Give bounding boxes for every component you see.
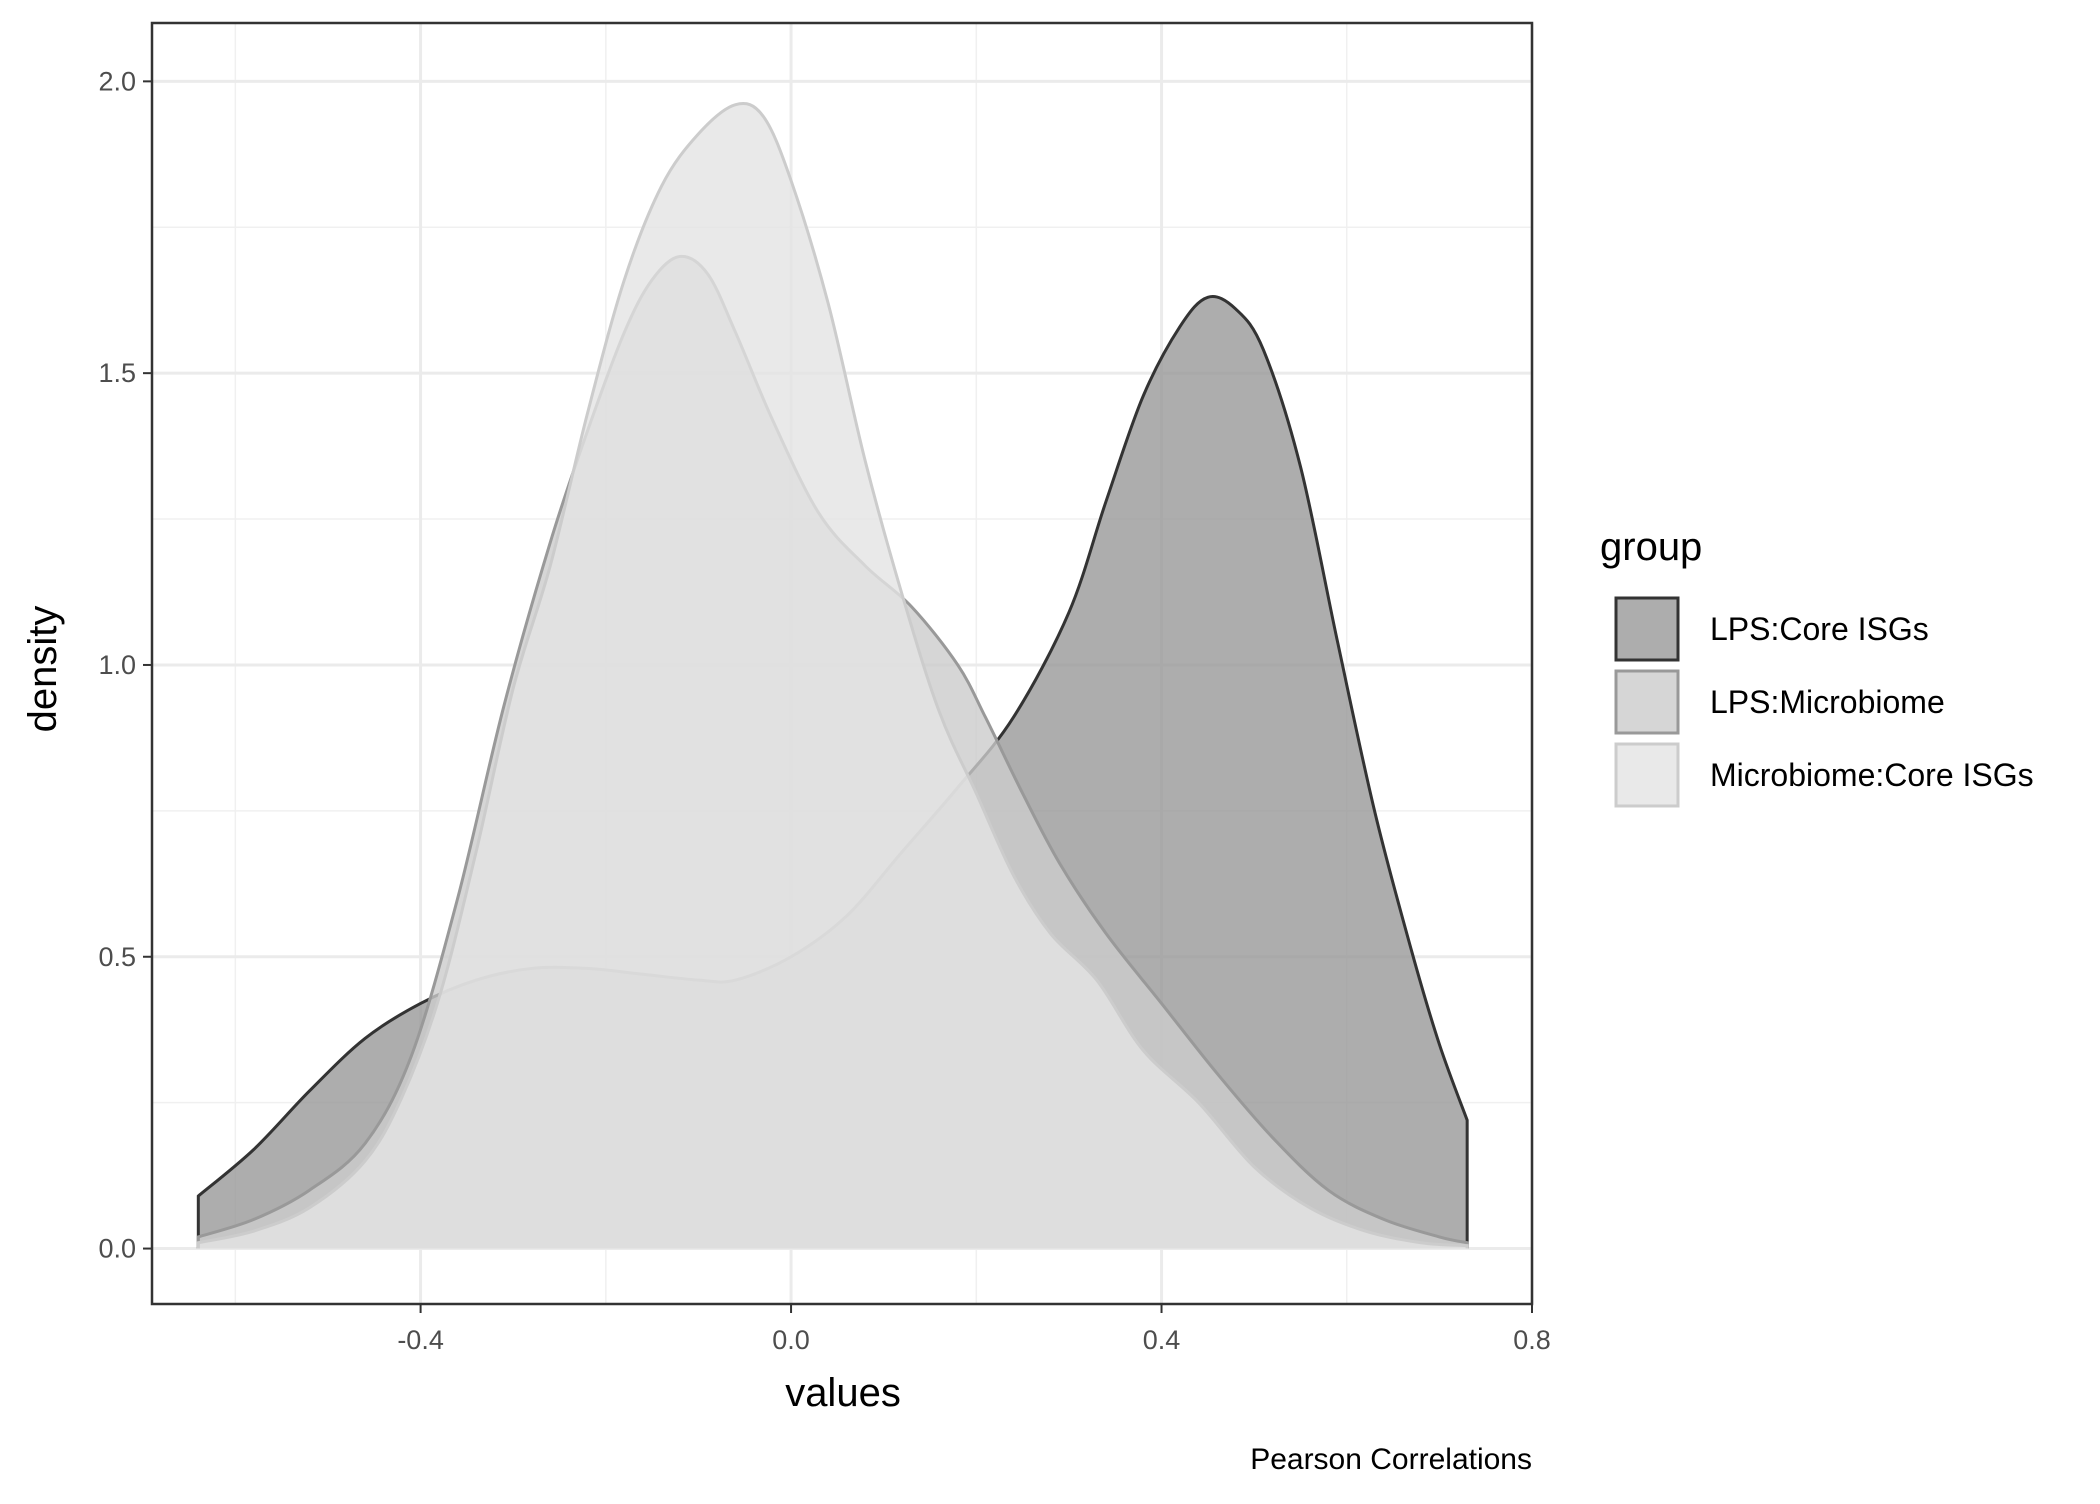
legend-key-0	[1614, 596, 1680, 662]
y-tick-label: 0.0	[98, 1234, 136, 1264]
y-axis-title: density	[21, 606, 65, 733]
x-tick-label: -0.4	[397, 1325, 444, 1355]
legend-key-2	[1614, 742, 1680, 808]
y-tick-label: 1.5	[98, 358, 136, 388]
legend-label-2: Microbiome:Core ISGs	[1710, 757, 2034, 793]
series-layer	[196, 102, 1469, 1249]
x-tick-label: 0.4	[1143, 1325, 1181, 1355]
legend-items: LPS:Core ISGs LPS:Microbiome Microbiome:Co…	[1614, 596, 2034, 808]
x-axis-title: values	[785, 1371, 901, 1415]
legend: group LPS:Core ISGs LPS:Microbiome Microbi…	[1600, 525, 2034, 808]
density-outline-2	[196, 102, 1469, 1249]
panel-border	[150, 21, 1534, 1306]
y-tick-label: 1.0	[98, 650, 136, 680]
density-area-2	[198, 103, 1468, 1249]
chart-caption: Pearson Correlations	[1250, 1443, 1532, 1476]
x-tick-label: 0.0	[772, 1325, 810, 1355]
legend-label-0: LPS:Core ISGs	[1710, 611, 1929, 647]
y-tick-label: 2.0	[98, 66, 136, 96]
legend-key-1	[1614, 669, 1680, 735]
legend-title: group	[1600, 525, 1702, 569]
y-tick-label: 0.5	[98, 942, 136, 972]
legend-label-1: LPS:Microbiome	[1710, 684, 1945, 720]
x-tick-label: 0.8	[1513, 1325, 1551, 1355]
tick-layer: -0.4 0.0 0.4 0.8 0.0 0.5 1.0 1.5 2.0	[98, 66, 1550, 1355]
